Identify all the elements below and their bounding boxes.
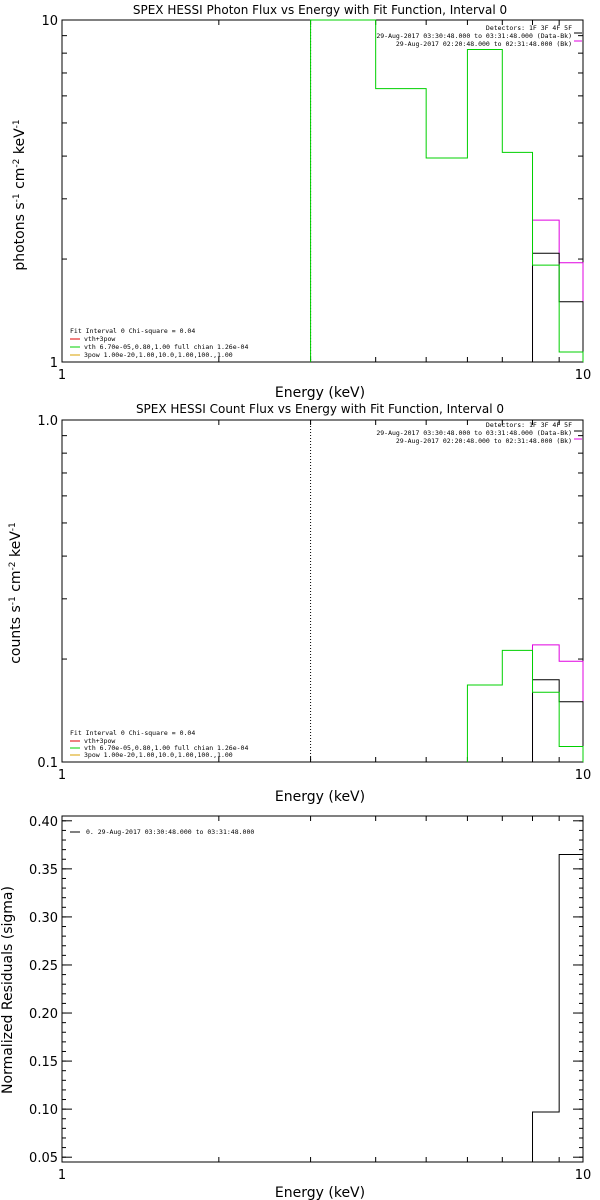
- count-flux-panel: SPEX HESSI Count Flux vs Energy with Fit…: [8, 402, 591, 805]
- legend-data-bk: 29-Aug-2017 03:30:48.000 to 03:31:48.000…: [376, 429, 572, 437]
- y-tick-label: 0.15: [29, 1055, 58, 1070]
- legend-right: Detectors: 1F 3F 4F 5F 29-Aug-2017 03:30…: [376, 24, 582, 48]
- legend-data-bk: 29-Aug-2017 03:30:48.000 to 03:31:48.000…: [376, 32, 572, 40]
- legend-detectors: Detectors: 1F 3F 4F 5F: [486, 421, 572, 429]
- x-axis-label: Energy (keV): [275, 789, 365, 805]
- x-tick-label: 1: [58, 1168, 66, 1183]
- series-line-black: [532, 679, 584, 762]
- series-line-black: [532, 853, 584, 1162]
- y-tick-label: 0.35: [29, 863, 58, 878]
- plot-frame: [61, 19, 584, 363]
- legend-interval: 0. 29-Aug-2017 03:30:48.000 to 03:31:48.…: [86, 828, 254, 836]
- legend-3pow: 3pow 1.00e-20,1.00,10.0,1.00,100.,1.00: [84, 751, 233, 759]
- x-axis-label: Energy (keV): [275, 1185, 365, 1200]
- legend-3pow: 3pow 1.00e-20,1.00,10.0,1.00,100.,1.00: [84, 351, 233, 359]
- plot-frame: [61, 815, 584, 1163]
- chart-title: SPEX HESSI Count Flux vs Energy with Fit…: [136, 402, 504, 416]
- y-axis-label: photons s-1 cm-2 keV-1: [12, 119, 28, 270]
- y-tick-label: 0.05: [29, 1151, 58, 1166]
- legend-fit-interval: Fit Interval 0 Chi-square = 0.04: [70, 327, 195, 335]
- x-tick-label: 1: [58, 768, 66, 783]
- photon-flux-panel: SPEX HESSI Photon Flux vs Energy with Fi…: [12, 3, 591, 401]
- series-line-magenta: [532, 644, 584, 762]
- legend-vth3pow: vth+3pow: [84, 737, 115, 745]
- legend-detectors: Detectors: 1F 3F 4F 5F: [486, 24, 572, 32]
- x-tick-label: 10: [575, 1168, 592, 1183]
- x-tick-label: 10: [575, 768, 592, 783]
- legend-left: 0. 29-Aug-2017 03:30:48.000 to 03:31:48.…: [70, 828, 254, 836]
- legend-bk: 29-Aug-2017 02:20:48.000 to 02:31:48.000…: [396, 40, 572, 48]
- y-tick-label: 0.1: [37, 756, 58, 771]
- chart-title: SPEX HESSI Photon Flux vs Energy with Fi…: [133, 3, 507, 17]
- legend-vth3pow: vth+3pow: [84, 335, 115, 343]
- y-axis-label: counts s-1 cm-2 keV-1: [8, 522, 24, 664]
- y-tick-label: 1: [50, 356, 58, 371]
- legend-bk: 29-Aug-2017 02:20:48.000 to 02:31:48.000…: [396, 437, 572, 445]
- y-tick-label: 0.40: [29, 815, 58, 830]
- series-line-magenta: [532, 219, 584, 362]
- x-tick-label: 10: [575, 368, 592, 383]
- series-line-green: [310, 19, 584, 362]
- legend-fit-interval: Fit Interval 0 Chi-square = 0.04: [70, 729, 195, 737]
- legend-left: Fit Interval 0 Chi-square = 0.04 vth+3po…: [70, 729, 248, 759]
- residuals-panel: Energy (keV) Normalized Residuals (sigma…: [0, 815, 591, 1200]
- y-tick-label: 0.20: [29, 1007, 58, 1022]
- legend-right: Detectors: 1F 3F 4F 5F 29-Aug-2017 03:30…: [376, 421, 582, 445]
- y-tick-label: 10: [41, 14, 58, 29]
- x-tick-label: 1: [58, 368, 66, 383]
- y-tick-label: 1.0: [37, 414, 58, 429]
- y-axis-label: Normalized Residuals (sigma): [0, 886, 16, 1094]
- legend-vth: vth 6.70e-05,0.80,1.00 full chian 1.26e-…: [84, 744, 248, 752]
- y-tick-label: 0.30: [29, 911, 58, 926]
- legend-vth: vth 6.70e-05,0.80,1.00 full chian 1.26e-…: [84, 343, 248, 351]
- y-tick-label: 0.25: [29, 959, 58, 974]
- legend-left: Fit Interval 0 Chi-square = 0.04 vth+3po…: [70, 327, 248, 359]
- x-axis-label: Energy (keV): [275, 385, 365, 401]
- y-tick-label: 0.10: [29, 1103, 58, 1118]
- series-line-black: [532, 252, 584, 362]
- plot-frame: [61, 419, 584, 763]
- series-line-green: [466, 649, 584, 762]
